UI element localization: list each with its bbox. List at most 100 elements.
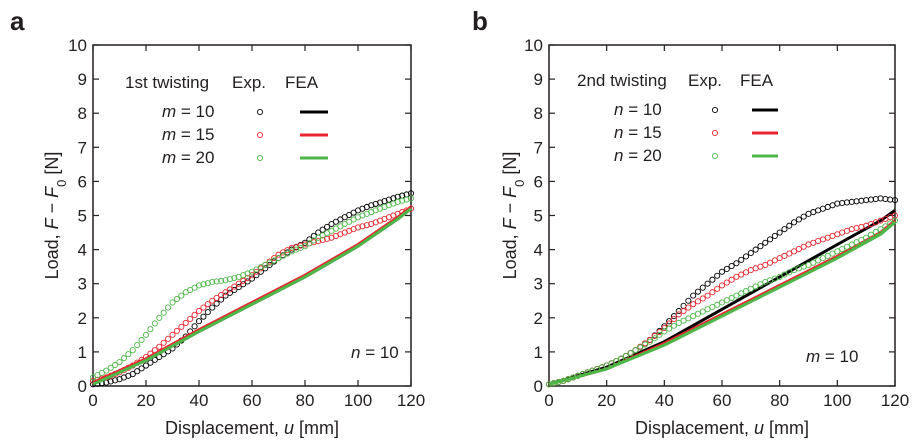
exp-point	[235, 280, 242, 287]
exp-point	[786, 222, 793, 229]
exp-point	[271, 255, 278, 262]
fea-line	[92, 207, 412, 386]
exp-point	[728, 263, 735, 270]
exp-point	[853, 224, 860, 232]
exp-point	[651, 335, 658, 342]
exp-point	[226, 276, 233, 283]
exp-point	[781, 271, 788, 278]
panel-annotation: n = 10	[351, 343, 399, 362]
exp-point	[762, 239, 769, 246]
exp-point	[718, 268, 726, 275]
exp-point	[235, 284, 242, 291]
exp-point	[319, 226, 326, 233]
y-tick-label: 1	[78, 343, 87, 362]
exp-point	[169, 331, 176, 338]
exp-point	[125, 351, 132, 358]
exp-point	[723, 279, 730, 286]
exp-point	[134, 368, 141, 375]
panel-letter: b	[472, 6, 488, 36]
y-tick-label: 2	[78, 309, 87, 328]
exp-point	[142, 362, 150, 369]
exp-point	[226, 289, 233, 296]
exp-point	[213, 278, 220, 285]
exp-point	[403, 196, 410, 203]
exp-point	[103, 367, 110, 374]
exp-point	[728, 276, 735, 283]
exp-point	[733, 260, 740, 267]
exp-point	[815, 257, 822, 264]
legend-entry-label: n = 15	[614, 123, 662, 142]
exp-point	[637, 344, 644, 351]
exp-point	[805, 261, 812, 268]
x-axis-label: Displacement, u [mm]	[635, 418, 809, 438]
y-tick-label: 5	[78, 207, 87, 226]
exp-point	[795, 245, 802, 253]
exp-point	[213, 300, 220, 307]
exp-point	[253, 272, 260, 279]
y-tick-label: 3	[534, 275, 543, 294]
exp-point	[848, 226, 855, 233]
y-tick-label: 4	[534, 241, 543, 260]
exp-point	[178, 292, 185, 299]
exp-point	[222, 289, 229, 296]
exp-point	[738, 290, 745, 297]
exp-point	[670, 315, 677, 322]
exp-point	[240, 281, 247, 288]
exp-point	[685, 297, 692, 304]
exp-point	[742, 288, 750, 295]
y-tick-label: 2	[534, 309, 543, 328]
legend-entry-label: n = 20	[614, 146, 662, 165]
exp-point	[781, 252, 788, 259]
legend: 1st twisting Exp. FEA m = 10 m = 15 m = 20	[125, 73, 328, 167]
exp-point	[718, 282, 726, 289]
exp-point	[310, 237, 317, 244]
exp-point	[863, 234, 870, 241]
exp-point	[399, 197, 406, 204]
exp-point	[867, 231, 875, 238]
exp-point	[714, 285, 721, 292]
exp-point	[173, 327, 180, 334]
exp-point	[632, 347, 639, 354]
exp-point	[699, 308, 706, 315]
y-tick-label: 10	[68, 36, 87, 55]
exp-point	[642, 341, 649, 348]
exp-point	[685, 315, 692, 322]
exp-point	[182, 319, 189, 326]
exp-point	[129, 347, 136, 354]
y-tick-label: 10	[524, 36, 543, 55]
exp-point	[723, 297, 730, 304]
exp-point	[858, 223, 865, 230]
exp-point	[699, 295, 706, 302]
exp-point	[675, 311, 682, 318]
exp-point	[293, 243, 300, 250]
exp-point	[191, 323, 198, 330]
exp-point	[266, 261, 273, 268]
exp-point	[728, 294, 735, 301]
exp-point	[324, 235, 331, 242]
exp-point	[200, 281, 207, 288]
exp-point	[690, 313, 697, 320]
exp-point	[297, 242, 304, 249]
exp-point	[723, 265, 730, 272]
exp-point	[666, 325, 673, 332]
exp-point	[757, 243, 764, 250]
exp-point	[195, 282, 203, 289]
exp-point	[656, 331, 663, 338]
exp-point	[733, 273, 740, 280]
exp-point	[191, 311, 198, 319]
exp-point	[363, 222, 370, 229]
exp-point	[200, 304, 207, 311]
exp-point	[680, 307, 687, 315]
exp-point	[704, 292, 711, 299]
exp-point	[762, 261, 769, 268]
exp-point	[834, 248, 841, 255]
x-tick-label: 80	[770, 391, 789, 410]
exp-point	[767, 236, 774, 243]
exp-point	[209, 304, 216, 311]
exp-point	[694, 288, 702, 295]
exp-point	[771, 232, 778, 240]
exp-point	[359, 223, 366, 230]
exp-point	[147, 326, 154, 333]
exp-point	[776, 273, 783, 280]
exp-point	[752, 246, 759, 253]
